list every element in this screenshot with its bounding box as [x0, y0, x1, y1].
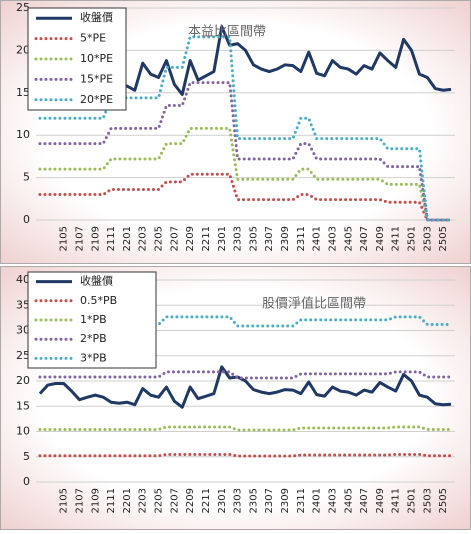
x-tick-label: 2105 — [59, 488, 70, 513]
legend-label: 收盤價 — [80, 274, 113, 288]
x-tick-label: 2401 — [312, 488, 323, 513]
y-tick-label: 25 — [16, 349, 30, 362]
x-tick-label: 2401 — [312, 226, 323, 251]
annotation: 本益比區間帶 — [188, 25, 266, 40]
x-tick-label: 2203 — [138, 488, 149, 513]
x-tick-label: 2403 — [327, 226, 338, 251]
legend-label: 3*PB — [80, 351, 107, 364]
band-line — [38, 172, 453, 222]
x-tick-label: 2105 — [59, 226, 70, 251]
x-tick-label: 2109 — [90, 488, 101, 513]
x-tick-label: 2207 — [169, 488, 180, 513]
x-tick-label: 2407 — [359, 226, 370, 251]
x-tick-label: 2503 — [422, 226, 433, 251]
x-tick-label: 2309 — [280, 488, 291, 513]
x-tick-label: 2201 — [122, 488, 133, 513]
y-tick-label: 10 — [16, 425, 30, 438]
x-tick-label: 2209 — [185, 226, 196, 251]
y-tick-label: 30 — [16, 324, 30, 337]
y-tick-label: 20 — [16, 374, 30, 387]
x-tick-label: 2411 — [391, 226, 402, 251]
x-tick-label: 2107 — [74, 226, 85, 251]
x-tick-label: 2403 — [327, 488, 338, 513]
legend-box — [27, 271, 157, 369]
y-tick-label: 5 — [23, 171, 30, 184]
annotation: 股價淨值比區間帶 — [262, 296, 366, 312]
x-tick-label: 2309 — [280, 226, 291, 251]
x-tick-label: 2211 — [201, 226, 212, 251]
band-line — [38, 452, 453, 458]
x-tick-label: 2409 — [375, 226, 386, 251]
x-tick-label: 2111 — [106, 488, 117, 513]
legend-label: 收盤價 — [80, 10, 113, 24]
legend-label: 20*PE — [80, 93, 113, 106]
x-tick-label: 2501 — [407, 226, 418, 251]
x-tick-label: 2409 — [375, 488, 386, 513]
x-tick-label: 2307 — [264, 226, 275, 251]
x-tick-label: 2505 — [438, 226, 449, 251]
legend-label: 2*PB — [80, 332, 107, 345]
x-tick-label: 2405 — [343, 226, 354, 251]
legend-label: 5*PE — [80, 32, 106, 45]
y-tick-label: 10 — [16, 128, 30, 141]
x-tick-label: 2405 — [343, 488, 354, 513]
x-tick-label: 2303 — [233, 488, 244, 513]
y-tick-label: 15 — [16, 399, 30, 412]
x-tick-label: 2301 — [217, 488, 228, 513]
band-line — [38, 35, 453, 222]
band-line — [38, 370, 453, 380]
legend-label: 1*PB — [80, 313, 107, 326]
legend-box — [27, 7, 127, 111]
legend-label: 10*PE — [80, 52, 113, 65]
x-tick-label: 2203 — [138, 226, 149, 251]
y-tick-label: 20 — [16, 43, 30, 56]
x-tick-label: 2301 — [217, 226, 228, 251]
x-tick-label: 2201 — [122, 226, 133, 251]
x-tick-label: 2107 — [74, 488, 85, 513]
x-tick-label: 2311 — [296, 226, 307, 251]
x-tick-label: 2501 — [407, 488, 418, 513]
y-tick-label: 40 — [16, 273, 30, 286]
y-tick-label: 5 — [23, 450, 30, 463]
legend-label: 0.5*PB — [80, 294, 117, 307]
x-tick-label: 2111 — [106, 226, 117, 251]
x-tick-label: 2305 — [248, 488, 259, 513]
y-tick-label: 0 — [23, 213, 30, 226]
y-tick-label: 35 — [16, 298, 30, 311]
x-tick-label: 2109 — [90, 226, 101, 251]
band-line — [38, 126, 453, 222]
x-tick-label: 2305 — [248, 226, 259, 251]
x-tick-label: 2411 — [391, 488, 402, 513]
x-tick-label: 2205 — [154, 226, 165, 251]
x-tick-label: 2207 — [169, 226, 180, 251]
legend-label: 15*PE — [80, 72, 113, 85]
y-tick-label: 0 — [23, 475, 30, 488]
y-tick-label: 25 — [16, 1, 30, 14]
x-tick-label: 2303 — [233, 226, 244, 251]
y-tick-label: 15 — [16, 86, 30, 99]
x-tick-label: 2503 — [422, 488, 433, 513]
x-tick-label: 2505 — [438, 488, 449, 513]
band-line — [38, 425, 453, 432]
x-tick-label: 2205 — [154, 488, 165, 513]
x-tick-label: 2209 — [185, 488, 196, 513]
x-tick-label: 2407 — [359, 488, 370, 513]
x-tick-label: 2311 — [296, 488, 307, 513]
x-tick-label: 2307 — [264, 488, 275, 513]
price-line — [38, 365, 452, 409]
x-tick-label: 2211 — [201, 488, 212, 513]
band-line — [38, 81, 453, 222]
